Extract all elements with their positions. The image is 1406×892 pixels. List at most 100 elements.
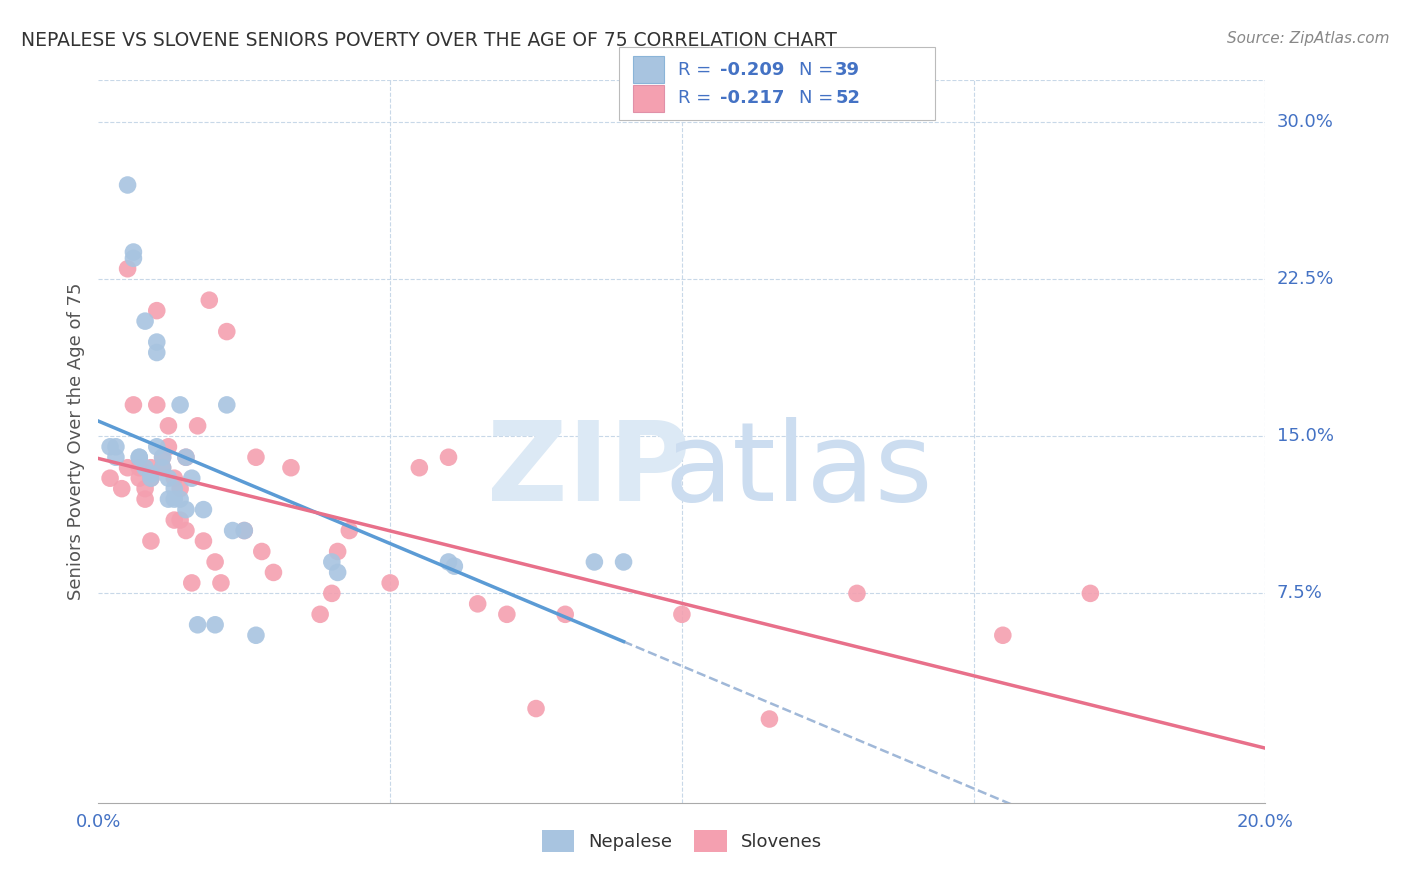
Point: [174, 450, 197, 465]
Point: [169, 492, 191, 507]
Point: [321, 586, 343, 600]
Point: [163, 492, 186, 507]
Text: atlas: atlas: [665, 417, 932, 524]
Y-axis label: Seniors Poverty Over the Age of 75: Seniors Poverty Over the Age of 75: [66, 283, 84, 600]
Point: [139, 471, 162, 485]
Point: [337, 524, 360, 538]
Text: 7.5%: 7.5%: [1277, 584, 1323, 602]
Point: [233, 524, 256, 538]
Point: [128, 471, 150, 485]
Point: [122, 252, 145, 266]
Text: 22.5%: 22.5%: [1277, 270, 1334, 288]
Point: [187, 617, 209, 632]
Point: [139, 467, 162, 481]
Point: [169, 513, 191, 527]
Point: [152, 450, 174, 465]
Point: [758, 712, 780, 726]
Point: [408, 460, 430, 475]
Point: [187, 418, 209, 433]
Point: [180, 575, 202, 590]
Point: [128, 450, 150, 465]
Point: [233, 524, 256, 538]
Point: [174, 502, 197, 516]
Point: [846, 586, 869, 600]
Point: [250, 544, 273, 558]
Point: [117, 178, 139, 192]
Point: [380, 575, 402, 590]
Point: [139, 534, 162, 549]
Point: [152, 460, 174, 475]
Point: [443, 559, 465, 574]
Point: [193, 502, 215, 516]
Point: [554, 607, 576, 622]
Point: [309, 607, 332, 622]
Point: [280, 460, 302, 475]
Point: [221, 524, 243, 538]
Point: [215, 398, 238, 412]
Text: R =: R =: [678, 61, 717, 78]
Point: [204, 617, 226, 632]
Point: [128, 460, 150, 475]
Point: [174, 524, 197, 538]
Point: [215, 325, 238, 339]
Point: [117, 261, 139, 276]
Point: [157, 492, 180, 507]
Point: [193, 534, 215, 549]
Point: [139, 460, 162, 475]
Point: [146, 440, 169, 454]
Text: -0.209: -0.209: [720, 61, 785, 78]
Text: 52: 52: [835, 89, 860, 107]
Point: [134, 314, 156, 328]
Point: [204, 555, 226, 569]
Point: [139, 471, 162, 485]
Point: [245, 628, 267, 642]
Point: [671, 607, 693, 622]
Point: [991, 628, 1014, 642]
Point: [180, 471, 202, 485]
Legend: Nepalese, Slovenes: Nepalese, Slovenes: [534, 822, 830, 859]
Text: NEPALESE VS SLOVENE SENIORS POVERTY OVER THE AGE OF 75 CORRELATION CHART: NEPALESE VS SLOVENE SENIORS POVERTY OVER…: [21, 31, 837, 50]
Point: [104, 450, 127, 465]
Point: [524, 701, 547, 715]
Point: [198, 293, 221, 308]
Text: 15.0%: 15.0%: [1277, 427, 1333, 445]
Point: [583, 555, 606, 569]
Point: [163, 482, 186, 496]
Point: [262, 566, 284, 580]
Point: [245, 450, 267, 465]
Point: [1080, 586, 1102, 600]
Point: [157, 471, 180, 485]
Point: [157, 418, 180, 433]
Point: [163, 513, 186, 527]
Point: [496, 607, 519, 622]
Text: ZIP: ZIP: [486, 417, 690, 524]
Point: [326, 566, 349, 580]
Point: [326, 544, 349, 558]
Point: [169, 482, 191, 496]
Point: [152, 450, 174, 465]
Text: 30.0%: 30.0%: [1277, 113, 1333, 131]
Point: [152, 460, 174, 475]
Text: 39: 39: [835, 61, 860, 78]
Point: [146, 398, 169, 412]
Point: [437, 555, 460, 569]
Point: [111, 482, 134, 496]
Point: [169, 398, 191, 412]
Point: [98, 471, 121, 485]
Point: [104, 440, 127, 454]
Text: N =: N =: [799, 61, 838, 78]
Point: [437, 450, 460, 465]
Point: [122, 398, 145, 412]
Point: [163, 471, 186, 485]
Point: [321, 555, 343, 569]
Text: Source: ZipAtlas.com: Source: ZipAtlas.com: [1226, 31, 1389, 46]
Point: [157, 440, 180, 454]
Point: [98, 440, 121, 454]
Text: R =: R =: [678, 89, 717, 107]
Point: [134, 460, 156, 475]
Point: [467, 597, 489, 611]
Point: [612, 555, 634, 569]
Point: [146, 345, 169, 359]
Point: [134, 482, 156, 496]
Text: N =: N =: [799, 89, 838, 107]
